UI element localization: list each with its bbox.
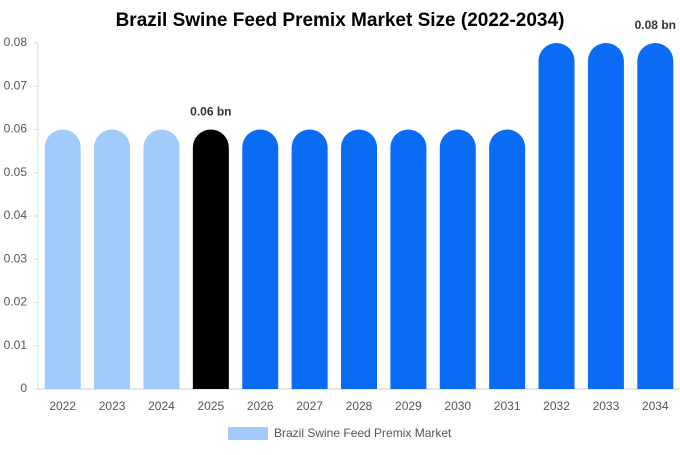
y-tick-label: 0.02: [4, 295, 28, 309]
x-tick-label: 2031: [494, 399, 521, 413]
data-label: 0.08 bn: [635, 18, 676, 32]
x-tick-label: 2028: [346, 399, 373, 413]
legend-label: Brazil Swine Feed Premix Market: [274, 426, 452, 440]
y-tick-label: 0.06: [4, 122, 28, 136]
bar: [192, 129, 229, 389]
chart-title: Brazil Swine Feed Premix Market Size (20…: [116, 10, 565, 31]
y-tick-label: 0.08: [4, 35, 28, 49]
y-tick-label: 0.04: [4, 208, 28, 222]
x-tick-label: 2032: [543, 399, 570, 413]
x-tick-label: 2027: [296, 399, 323, 413]
y-tick-label: 0.03: [4, 251, 28, 265]
data-label: 0.06 bn: [190, 105, 231, 119]
y-tick-label: 0: [20, 381, 27, 395]
x-tick-label: 2024: [148, 399, 175, 413]
bar: [291, 129, 328, 389]
bar: [390, 129, 427, 389]
x-tick-label: 2023: [99, 399, 126, 413]
y-tick-label: 0.01: [4, 338, 28, 352]
bar: [538, 43, 575, 389]
x-tick-label: 2034: [642, 399, 669, 413]
bar: [242, 129, 279, 389]
bar: [637, 43, 674, 389]
x-tick-label: 2033: [593, 399, 620, 413]
bar: [439, 129, 476, 389]
bar: [44, 129, 81, 389]
x-tick-label: 2030: [444, 399, 471, 413]
bar: [94, 129, 131, 389]
x-tick-label: 2022: [49, 399, 76, 413]
y-tick-label: 0.07: [4, 78, 28, 92]
x-tick-label: 2029: [395, 399, 422, 413]
bar: [341, 129, 377, 389]
bar: [489, 129, 526, 389]
legend-swatch: [228, 427, 268, 440]
bar: [587, 43, 624, 389]
x-tick-label: 2026: [247, 399, 274, 413]
y-tick-label: 0.05: [4, 165, 28, 179]
x-tick-label: 2025: [197, 399, 224, 413]
bar: [143, 129, 180, 389]
